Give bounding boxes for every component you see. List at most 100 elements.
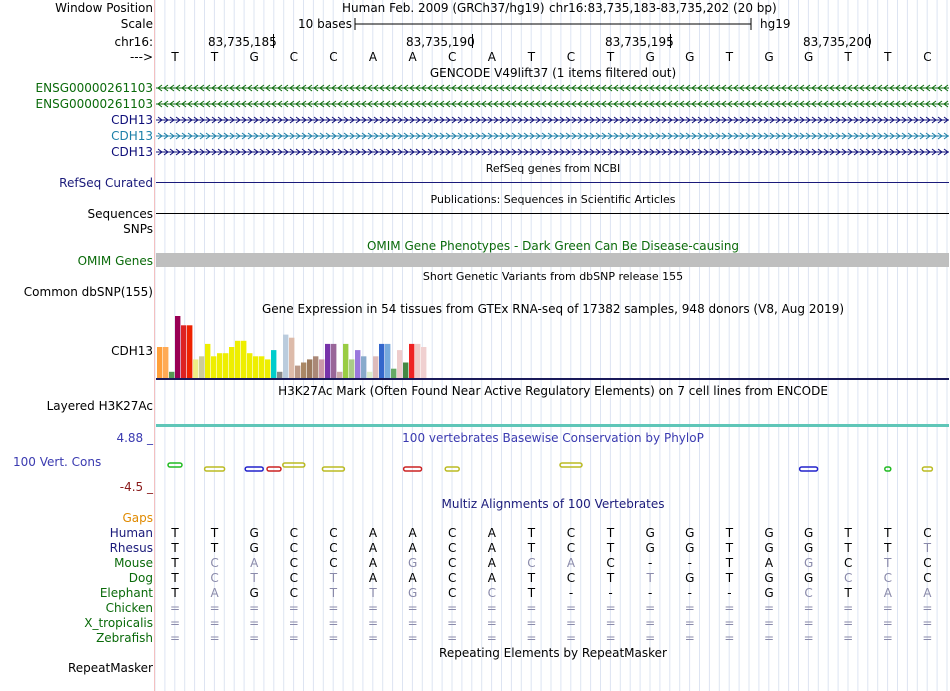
gtex-bar[interactable] [349, 359, 355, 378]
alignment-base: = [328, 601, 339, 615]
publications-title[interactable]: Publications: Sequences in Scientific Ar… [430, 193, 676, 206]
gtex-bar[interactable] [199, 356, 205, 378]
gtex-bar[interactable] [325, 343, 331, 378]
gencode-title[interactable]: GENCODE V49lift37 (1 items filtered out) [429, 66, 677, 80]
dbsnp-label[interactable]: Common dbSNP(155) [23, 285, 153, 299]
species-label[interactable]: Dog [128, 571, 153, 585]
alignment-base: T [527, 586, 536, 600]
repeatmasker-title[interactable]: Repeating Elements by RepeatMasker [439, 646, 667, 660]
gtex-bar[interactable] [289, 337, 295, 378]
gtex-bar[interactable] [397, 350, 403, 378]
alignment-base: = [367, 601, 379, 615]
alignment-base: T [329, 571, 338, 585]
alignment-base: T [606, 541, 615, 555]
gtex-bar[interactable] [403, 362, 409, 379]
sequences-label[interactable]: Sequences [87, 207, 153, 221]
gtex-bar[interactable] [217, 353, 223, 378]
gtex-bar[interactable] [271, 350, 277, 378]
gtex-bar-chart[interactable] [156, 316, 949, 382]
gtex-bar[interactable] [187, 325, 193, 378]
species-label[interactable]: Elephant [99, 586, 153, 600]
gtex-label[interactable]: CDH13 [111, 344, 153, 358]
gtex-bar[interactable] [307, 359, 313, 378]
gtex-bar[interactable] [265, 359, 271, 378]
gtex-bar[interactable] [277, 371, 283, 378]
gtex-bar[interactable] [205, 343, 211, 378]
species-label[interactable]: Mouse [114, 556, 153, 570]
gtex-bar[interactable] [253, 356, 259, 378]
gtex-bar[interactable] [367, 371, 373, 378]
base-13: G [645, 50, 655, 64]
gene-feature-4[interactable] [156, 130, 949, 142]
alignment-base: C [923, 526, 932, 540]
gtex-bar[interactable] [283, 334, 289, 378]
h3k27ac-label[interactable]: Layered H3K27Ac [46, 399, 153, 413]
gtex-bar[interactable] [211, 356, 217, 378]
gtex-bar[interactable] [295, 365, 301, 378]
omim-feature-bar[interactable] [156, 253, 949, 267]
alignment-base: - [648, 556, 653, 570]
gtex-bar[interactable] [193, 359, 199, 378]
gtex-bar[interactable] [331, 343, 337, 378]
refseq-label[interactable]: RefSeq Curated [59, 176, 153, 190]
gtex-bar[interactable] [415, 343, 421, 378]
gtex-bar[interactable] [259, 356, 265, 378]
gtex-bar[interactable] [229, 347, 235, 378]
gtex-bar[interactable] [355, 350, 361, 378]
gtex-bar[interactable] [313, 356, 319, 378]
omim-title[interactable]: OMIM Gene Phenotypes - Dark Green Can Be… [366, 239, 740, 253]
gtex-bar[interactable] [421, 347, 427, 378]
h3k27ac-title[interactable]: H3K27Ac Mark (Often Found Near Active Re… [278, 384, 828, 398]
omim-label[interactable]: OMIM Genes [77, 254, 153, 268]
phylop-title[interactable]: 100 vertebrates Basewise Conservation by… [402, 431, 704, 445]
gtex-bar[interactable] [247, 353, 253, 378]
phylop-label[interactable]: 100 Vert. Cons [13, 455, 102, 469]
gtex-bar[interactable] [241, 340, 247, 378]
publications-feature-line[interactable] [156, 213, 949, 214]
repeatmasker-label[interactable]: RepeatMasker [67, 661, 153, 675]
species-label[interactable]: Human [109, 526, 153, 540]
gencode-track-label-2[interactable]: ENSG00000261103 [35, 97, 153, 111]
refseq-title[interactable]: RefSeq genes from NCBI [485, 162, 621, 175]
gtex-bar[interactable] [169, 371, 175, 378]
refseq-feature-line[interactable] [156, 182, 949, 183]
species-label[interactable]: Chicken [105, 601, 153, 615]
gtex-bar[interactable] [391, 368, 397, 378]
gtex-bar[interactable] [385, 343, 391, 378]
assembly-title[interactable]: Human Feb. 2009 (GRCh37/hg19) [342, 1, 545, 15]
gtex-bar[interactable] [409, 343, 415, 378]
gtex-bar[interactable] [235, 340, 241, 378]
gtex-bar[interactable] [343, 343, 349, 378]
gencode-track-label-1[interactable]: ENSG00000261103 [35, 81, 153, 95]
species-label[interactable]: X_tropicalis [84, 616, 153, 630]
gtex-title[interactable]: Gene Expression in 54 tissues from GTEx … [261, 302, 845, 316]
gtex-bar[interactable] [361, 356, 367, 378]
alignment-base: = [684, 601, 695, 615]
gene-feature-3[interactable] [156, 114, 949, 126]
gtex-bar[interactable] [337, 371, 343, 378]
position-title[interactable]: chr16:83,735,183-83,735,202 (20 bp) [549, 1, 777, 15]
gencode-track-label-5[interactable]: CDH13 [111, 145, 153, 159]
gtex-bar[interactable] [175, 316, 181, 378]
gtex-bar[interactable] [301, 362, 307, 379]
phylop-logo[interactable] [156, 446, 949, 486]
multiz-title[interactable]: Multiz Alignments of 100 Vertebrates [441, 497, 665, 511]
h3k27ac-signal[interactable] [156, 424, 949, 427]
gencode-track-label-4[interactable]: CDH13 [111, 129, 153, 143]
snps-label[interactable]: SNPs [123, 222, 153, 236]
gtex-bar[interactable] [223, 353, 229, 378]
dbsnp-title[interactable]: Short Genetic Variants from dbSNP releas… [422, 270, 684, 283]
alignment-base: G [685, 526, 695, 540]
gtex-bar[interactable] [373, 356, 379, 378]
gtex-bar[interactable] [163, 347, 169, 378]
gtex-bar[interactable] [181, 325, 187, 378]
gtex-bar[interactable] [319, 359, 325, 378]
gtex-bar[interactable] [379, 343, 385, 378]
gene-feature-1[interactable] [156, 82, 949, 94]
gene-feature-5[interactable] [156, 146, 949, 158]
gene-feature-2[interactable] [156, 98, 949, 110]
species-label[interactable]: Rhesus [109, 541, 153, 555]
gencode-track-label-3[interactable]: CDH13 [111, 113, 153, 127]
gtex-bar[interactable] [157, 347, 163, 378]
species-label[interactable]: Zebrafish [96, 631, 153, 645]
